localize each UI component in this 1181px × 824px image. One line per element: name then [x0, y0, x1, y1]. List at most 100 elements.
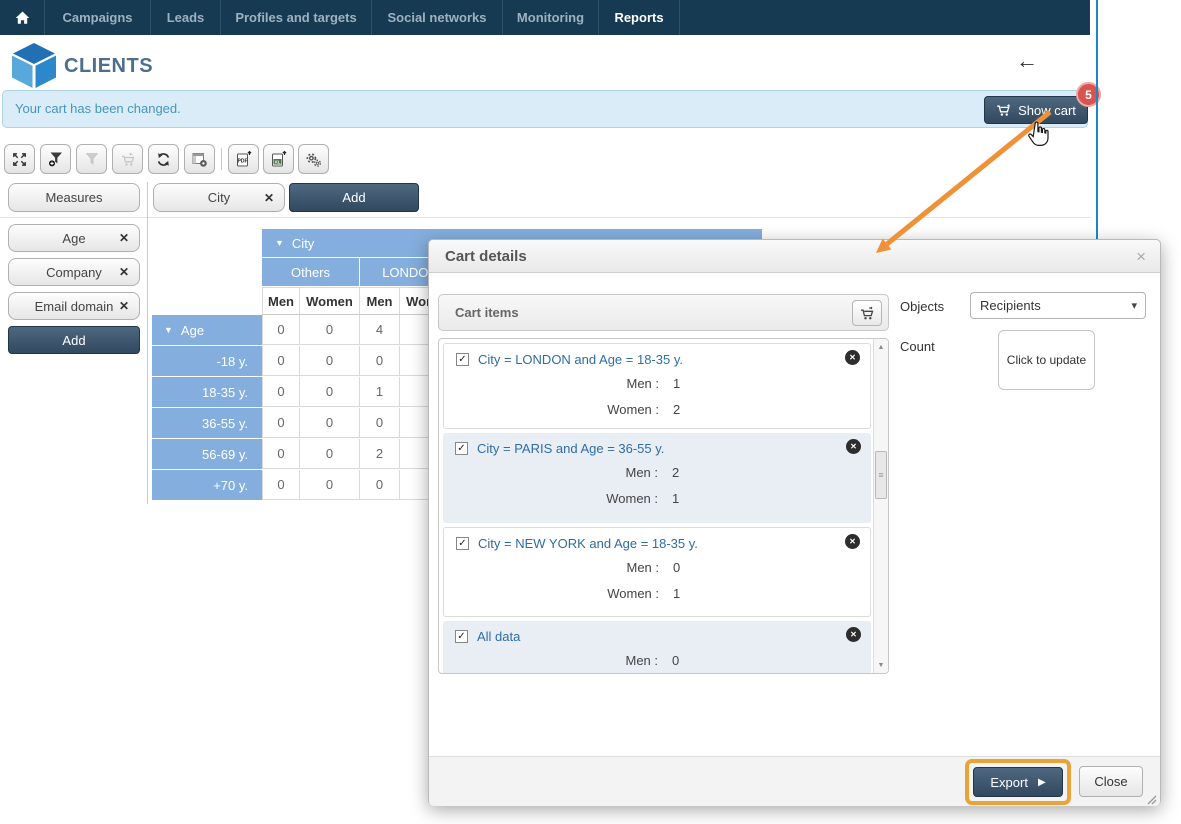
cube-logo — [12, 43, 56, 88]
modal-close-icon[interactable]: × — [1136, 247, 1146, 266]
scroll-down-button[interactable]: ▼ — [877, 661, 885, 669]
cart-item-new-york[interactable]: ✓ City = NEW YORK and Age = 18-35 y. ✕ M… — [443, 527, 871, 617]
cart-item-label[interactable]: City = NEW YORK and Age = 18-35 y. — [478, 536, 698, 551]
scrollbar-thumb[interactable]: ≡ — [875, 451, 887, 499]
remove-tag-icon[interactable]: ✕ — [263, 190, 274, 205]
objects-select[interactable]: Recipients ▾ — [970, 292, 1146, 319]
nav-tab-social-networks[interactable]: Social networks — [372, 0, 503, 35]
cart-item-london[interactable]: ✓ City = LONDON and Age = 18-35 y. ✕ Men… — [443, 343, 871, 429]
pivot-cell: 0 — [300, 346, 360, 376]
back-arrow-icon[interactable]: ← — [1016, 48, 1038, 73]
click-to-update-button[interactable]: Click to update — [998, 330, 1095, 390]
remove-tag-icon[interactable]: ✕ — [118, 231, 129, 245]
remove-item-icon[interactable]: ✕ — [846, 439, 861, 454]
cart-item-label[interactable]: City = PARIS and Age = 36-55 y. — [477, 441, 665, 456]
row-header-label: Age — [180, 322, 205, 338]
check-icon: ✓ — [457, 443, 466, 454]
chevron-down-icon: ▾ — [1131, 300, 1137, 312]
cart-item-all-data[interactable]: ✓ All data ✕ Men : 0 — [443, 621, 871, 673]
collapse-icon[interactable]: ▼ — [164, 325, 173, 335]
cart-list-scrollbar[interactable]: ▲ ≡ ▼ — [873, 339, 888, 673]
toolbar-separator — [221, 148, 222, 170]
filter-button[interactable] — [76, 144, 107, 174]
pivot-cell: 0 — [360, 408, 400, 438]
pdf-export-icon: PDF — [236, 150, 252, 167]
measures-button[interactable]: Measures — [8, 183, 140, 212]
remove-item-icon[interactable]: ✕ — [845, 350, 860, 365]
row-tag-company[interactable]: Company ✕ — [8, 258, 140, 286]
add-to-cart-button[interactable] — [112, 144, 143, 174]
export-button[interactable]: Export ▶ — [973, 767, 1063, 797]
pivot-row-header[interactable]: 18-35 y. — [152, 377, 262, 407]
refresh-button[interactable] — [148, 144, 179, 174]
cart-item-checkbox[interactable]: ✓ — [455, 630, 468, 643]
col-group-label: LONDON — [382, 264, 438, 280]
pivot-cell: 0 — [262, 439, 300, 469]
svg-text:XL: XL — [274, 160, 280, 165]
resize-handle-icon[interactable] — [1145, 793, 1157, 805]
pivot-cell: 0 — [300, 408, 360, 438]
scroll-up-button[interactable]: ▲ — [877, 343, 885, 351]
nav-tab-label: Reports — [614, 10, 664, 25]
remove-item-icon[interactable]: ✕ — [846, 627, 861, 642]
export-pdf-button[interactable]: PDF — [228, 144, 259, 174]
cart-tool-button[interactable] — [852, 300, 882, 326]
remove-tag-icon[interactable]: ✕ — [118, 265, 129, 279]
pivot-row-header[interactable]: +70 y. — [152, 470, 262, 500]
column-tag-city[interactable]: City ✕ — [153, 183, 285, 212]
cart-items-title: Cart items — [455, 305, 519, 320]
export-excel-button[interactable]: XL — [263, 144, 294, 174]
row-tag-email-domain[interactable]: Email domain ✕ — [8, 292, 140, 320]
men-label: Men : — [625, 653, 658, 668]
women-value: 2 — [673, 402, 681, 417]
cart-items-list: ✓ City = LONDON and Age = 18-35 y. ✕ Men… — [438, 338, 889, 674]
cart-item-label[interactable]: City = LONDON and Age = 18-35 y. — [478, 352, 683, 367]
pivot-col-group-others[interactable]: Others — [262, 258, 359, 286]
settings-button[interactable] — [298, 144, 329, 174]
cart-item-checkbox[interactable]: ✓ — [456, 537, 469, 550]
add-column-button[interactable]: Add — [289, 183, 419, 212]
remove-item-icon[interactable]: ✕ — [845, 534, 860, 549]
men-value: 1 — [673, 376, 681, 391]
cart-item-paris[interactable]: ✓ City = PARIS and Age = 36-55 y. ✕ Men … — [443, 433, 871, 523]
cart-icon — [861, 306, 874, 319]
nav-tab-campaigns[interactable]: Campaigns — [45, 0, 151, 35]
cart-item-checkbox[interactable]: ✓ — [455, 442, 468, 455]
nav-tab-label: Social networks — [387, 10, 487, 25]
men-value: 0 — [673, 560, 681, 575]
nav-tab-profiles-and-targets[interactable]: Profiles and targets — [221, 0, 372, 35]
nav-tab-reports[interactable]: Reports — [599, 0, 680, 35]
pivot-row-header[interactable]: -18 y. — [152, 346, 262, 376]
add-filter-button[interactable] — [40, 144, 71, 174]
home-tab[interactable] — [0, 0, 45, 35]
row-tag-age[interactable]: Age ✕ — [8, 224, 140, 252]
modal-header[interactable]: Cart details × — [429, 240, 1160, 273]
pivot-settings-button[interactable] — [184, 144, 215, 174]
close-button[interactable]: Close — [1079, 766, 1143, 797]
play-icon: ▶ — [1037, 776, 1046, 788]
objects-selected-value: Recipients — [980, 298, 1041, 313]
home-icon — [15, 11, 29, 24]
women-label: Women : — [607, 586, 659, 601]
nav-tab-monitoring[interactable]: Monitoring — [503, 0, 599, 35]
nav-tab-label: Campaigns — [62, 10, 133, 25]
collapse-icon[interactable]: ▼ — [275, 238, 284, 248]
cart-icon — [997, 104, 1011, 116]
cart-item-label[interactable]: All data — [477, 629, 521, 644]
nav-tab-label: Monitoring — [516, 10, 585, 25]
pivot-cell: 0 — [262, 377, 300, 407]
pivot-cell: 0 — [262, 315, 300, 345]
pivot-cell: 0 — [300, 377, 360, 407]
remove-tag-icon[interactable]: ✕ — [118, 299, 129, 313]
expand-icon — [13, 152, 26, 166]
pivot-row-header[interactable]: 36-55 y. — [152, 408, 262, 438]
show-cart-button[interactable]: Show cart — [984, 96, 1088, 124]
add-column-label: Add — [342, 190, 366, 205]
pivot-row-header-age[interactable]: ▼ Age — [152, 315, 262, 345]
expand-button[interactable] — [4, 144, 35, 174]
pivot-row-header[interactable]: 56-69 y. — [152, 439, 262, 469]
cart-item-checkbox[interactable]: ✓ — [456, 353, 469, 366]
add-row-button[interactable]: Add — [8, 326, 140, 354]
nav-tab-leads[interactable]: Leads — [151, 0, 221, 35]
